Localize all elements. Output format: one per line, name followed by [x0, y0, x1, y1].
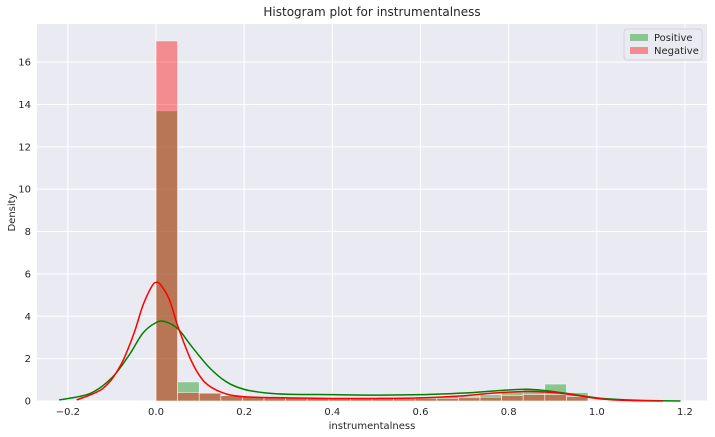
x-tick-label: 0.0	[148, 407, 164, 418]
bar-negative	[566, 396, 589, 402]
legend-label-positive: Positive	[654, 33, 693, 44]
y-tick-label: 4	[25, 312, 31, 323]
kde-line-negative	[76, 281, 663, 402]
y-tick-label: 10	[18, 185, 31, 196]
kde-lines	[58, 281, 681, 402]
bar-negative	[177, 392, 200, 402]
x-tick-label: 0.2	[236, 407, 252, 418]
bar-negative	[501, 395, 524, 402]
grid-lines	[37, 24, 707, 402]
y-tick-label: 2	[25, 354, 31, 365]
legend: Positive Negative	[623, 28, 703, 61]
bar-negative	[479, 396, 502, 402]
y-axis-label: Density	[7, 193, 18, 231]
x-tick-label: 1.0	[589, 407, 605, 418]
plot-area	[37, 24, 707, 401]
y-tick-labels: 0 2 4 6 8 10 12 14 16	[18, 58, 31, 408]
y-tick-label: 16	[18, 58, 31, 69]
x-tick-label: 0.8	[501, 407, 517, 418]
x-tick-labels: −0.2 0.0 0.2 0.4 0.6 0.8 1.0 1.2	[56, 407, 693, 418]
bar-negative	[414, 398, 438, 402]
y-tick-label: 8	[25, 227, 31, 238]
y-tick-label: 0	[25, 397, 31, 408]
y-tick-label: 14	[18, 100, 31, 111]
bar-negative	[458, 397, 481, 402]
legend-swatch-positive	[630, 34, 648, 41]
legend-swatch-negative	[630, 47, 648, 54]
bar-negative	[198, 392, 222, 402]
bar-negative	[393, 398, 416, 402]
x-tick-label: 0.4	[324, 407, 340, 418]
x-tick-label: −0.2	[56, 407, 80, 418]
y-tick-label: 12	[18, 142, 31, 153]
x-axis-label: instrumentalness	[329, 421, 416, 432]
x-tick-label: 1.2	[677, 407, 693, 418]
bar-negative	[522, 394, 546, 402]
bar-negative	[544, 394, 567, 402]
y-tick-label: 6	[25, 269, 31, 280]
bar-negative	[436, 398, 459, 402]
bar-negative	[155, 40, 178, 402]
legend-label-negative: Negative	[654, 46, 699, 57]
chart-title: Histogram plot for instrumentalness	[263, 5, 480, 19]
x-tick-label: 0.6	[413, 407, 429, 418]
histogram-bars	[155, 40, 589, 402]
